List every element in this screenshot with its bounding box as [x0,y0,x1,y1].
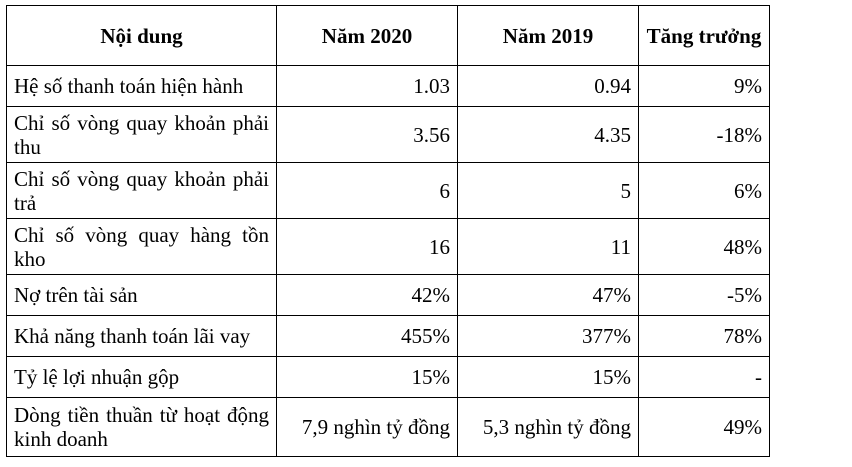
header-growth: Tăng trưởng [638,5,770,66]
row-label: Nợ trên tài sản [6,274,277,316]
row-label: Khả năng thanh toán lãi vay [6,315,277,357]
table-header-row: Nội dung Năm 2020 Năm 2019 Tăng trưởng [6,5,770,66]
header-content: Nội dung [6,5,277,66]
value-2019: 377% [457,315,639,357]
value-growth: -5% [638,274,770,316]
value-2019: 15% [457,356,639,398]
value-2019: 5,3 nghìn tỷ đồng [457,397,639,457]
table-row: Khả năng thanh toán lãi vay 455% 377% 78… [6,315,770,357]
value-growth: 48% [638,218,770,275]
value-2020: 6 [276,162,458,219]
value-2020: 15% [276,356,458,398]
value-growth: -18% [638,106,770,163]
row-label: Hệ số thanh toán hiện hành [6,65,277,107]
value-2019: 47% [457,274,639,316]
row-label: Chỉ số vòng quay khoản phải trả [6,162,277,219]
value-growth: - [638,356,770,398]
value-2019: 5 [457,162,639,219]
table-row: Dòng tiền thuần từ hoạt động kinh doanh … [6,397,770,457]
value-2020: 7,9 nghìn tỷ đồng [276,397,458,457]
value-2020: 455% [276,315,458,357]
table-row: Nợ trên tài sản 42% 47% -5% [6,274,770,316]
table-row: Chỉ số vòng quay khoản phải trả 6 5 6% [6,162,770,219]
value-growth: 6% [638,162,770,219]
value-growth: 9% [638,65,770,107]
row-label: Chỉ số vòng quay hàng tồn kho [6,218,277,275]
header-year-2019: Năm 2019 [457,5,639,66]
value-2019: 11 [457,218,639,275]
table-row: Chỉ số vòng quay khoản phải thu 3.56 4.3… [6,106,770,163]
table-row: Hệ số thanh toán hiện hành 1.03 0.94 9% [6,65,770,107]
financial-ratios-table: Nội dung Năm 2020 Năm 2019 Tăng trưởng H… [6,5,770,457]
row-label: Tỷ lệ lợi nhuận gộp [6,356,277,398]
table-row: Chỉ số vòng quay hàng tồn kho 16 11 48% [6,218,770,275]
row-label: Dòng tiền thuần từ hoạt động kinh doanh [6,397,277,457]
value-2020: 42% [276,274,458,316]
value-growth: 78% [638,315,770,357]
value-2019: 4.35 [457,106,639,163]
value-2020: 3.56 [276,106,458,163]
value-growth: 49% [638,397,770,457]
header-year-2020: Năm 2020 [276,5,458,66]
row-label: Chỉ số vòng quay khoản phải thu [6,106,277,163]
value-2019: 0.94 [457,65,639,107]
table-row: Tỷ lệ lợi nhuận gộp 15% 15% - [6,356,770,398]
value-2020: 1.03 [276,65,458,107]
value-2020: 16 [276,218,458,275]
